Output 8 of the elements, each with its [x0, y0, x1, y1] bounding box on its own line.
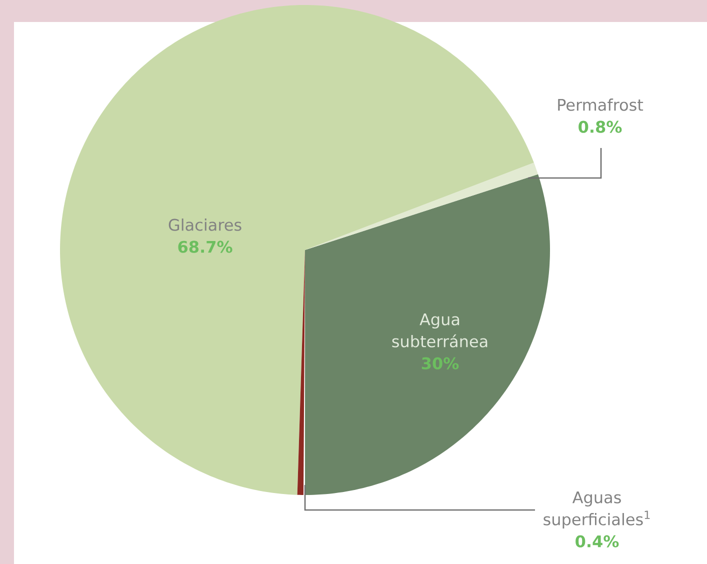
- data-label: 68.7%: [178, 240, 232, 253]
- data-label: 0.4%: [576, 535, 619, 548]
- slice-label: Agua subterránea: [392, 314, 488, 348]
- data-label: 0.8%: [578, 120, 622, 133]
- data-label: 30%: [422, 357, 459, 370]
- slice-label: Glaciares: [168, 218, 242, 231]
- slice-label: Aguas superficiales$^{1}$: [544, 492, 650, 529]
- slice-label: Permafrost: [558, 98, 644, 111]
